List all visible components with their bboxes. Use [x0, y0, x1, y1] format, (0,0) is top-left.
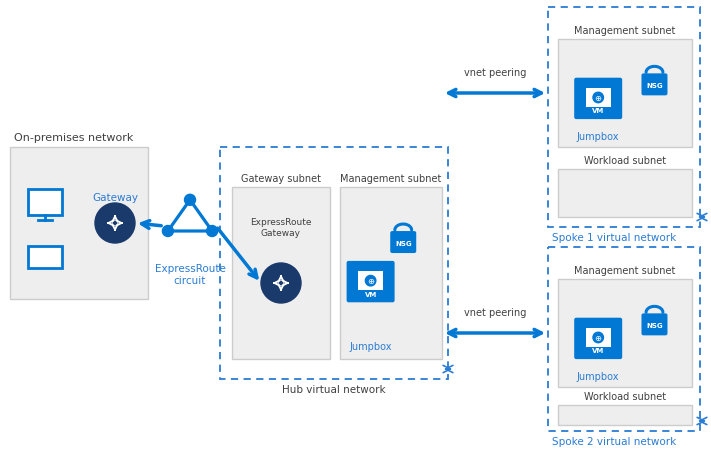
- FancyBboxPatch shape: [641, 313, 668, 336]
- Bar: [548, 8, 700, 228]
- Bar: [232, 187, 330, 359]
- Text: VM: VM: [592, 348, 604, 354]
- FancyBboxPatch shape: [390, 232, 416, 253]
- Text: ExpressRoute
Gateway: ExpressRoute Gateway: [250, 217, 311, 238]
- Bar: [28, 190, 62, 216]
- Text: Jumpbox: Jumpbox: [577, 131, 619, 142]
- Text: vnet peering: vnet peering: [464, 68, 526, 78]
- Text: Gateway subnet: Gateway subnet: [241, 174, 321, 184]
- Bar: [586, 89, 611, 107]
- FancyBboxPatch shape: [346, 261, 395, 303]
- Text: Management subnet: Management subnet: [574, 265, 675, 275]
- Text: Spoke 2 virtual network: Spoke 2 virtual network: [552, 436, 676, 446]
- Text: ⊕: ⊕: [594, 94, 602, 103]
- Bar: [558, 279, 692, 387]
- Text: VM: VM: [365, 291, 377, 297]
- Text: Workload subnet: Workload subnet: [584, 156, 666, 166]
- FancyBboxPatch shape: [574, 318, 622, 359]
- Circle shape: [95, 203, 135, 243]
- Circle shape: [162, 226, 173, 237]
- Text: NSG: NSG: [646, 323, 663, 329]
- Circle shape: [184, 195, 196, 206]
- Text: ⊕: ⊕: [594, 333, 602, 342]
- Bar: [340, 187, 442, 359]
- Circle shape: [365, 276, 376, 286]
- Text: ExpressRoute
circuit: ExpressRoute circuit: [154, 263, 225, 286]
- Bar: [220, 148, 448, 379]
- Text: VM: VM: [592, 108, 604, 114]
- Text: Management subnet: Management subnet: [341, 174, 442, 184]
- Text: Hub virtual network: Hub virtual network: [282, 384, 386, 394]
- Bar: [558, 170, 692, 217]
- FancyBboxPatch shape: [574, 79, 622, 120]
- Text: On-premises network: On-premises network: [14, 133, 134, 143]
- Circle shape: [207, 226, 218, 237]
- Text: ⊕: ⊕: [367, 277, 374, 286]
- Text: Jumpbox: Jumpbox: [349, 341, 392, 351]
- Bar: [558, 40, 692, 148]
- Bar: [548, 248, 700, 431]
- FancyBboxPatch shape: [641, 74, 668, 96]
- Text: Jumpbox: Jumpbox: [577, 371, 619, 381]
- Bar: [558, 405, 692, 425]
- Text: NSG: NSG: [646, 83, 663, 89]
- Bar: [10, 148, 148, 299]
- Circle shape: [593, 93, 604, 103]
- Text: vnet peering: vnet peering: [464, 307, 526, 317]
- Text: Workload subnet: Workload subnet: [584, 391, 666, 401]
- Circle shape: [593, 333, 604, 343]
- Bar: [358, 272, 383, 290]
- Circle shape: [261, 263, 301, 303]
- Text: Gateway: Gateway: [92, 192, 138, 202]
- Text: Spoke 1 virtual network: Spoke 1 virtual network: [552, 233, 676, 243]
- Bar: [586, 329, 611, 347]
- Text: Management subnet: Management subnet: [574, 26, 675, 36]
- Bar: [28, 247, 62, 268]
- Text: NSG: NSG: [395, 241, 412, 247]
